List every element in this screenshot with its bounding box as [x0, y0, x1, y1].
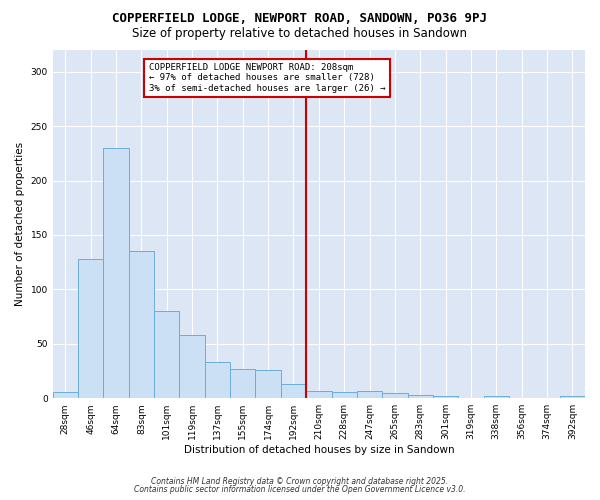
Text: Size of property relative to detached houses in Sandown: Size of property relative to detached ho…	[133, 28, 467, 40]
Y-axis label: Number of detached properties: Number of detached properties	[15, 142, 25, 306]
Bar	[433, 396, 458, 398]
Bar	[332, 392, 357, 398]
X-axis label: Distribution of detached houses by size in Sandown: Distribution of detached houses by size …	[184, 445, 454, 455]
Bar	[560, 396, 585, 398]
Bar	[357, 390, 382, 398]
Text: COPPERFIELD LODGE NEWPORT ROAD: 208sqm
← 97% of detached houses are smaller (728: COPPERFIELD LODGE NEWPORT ROAD: 208sqm ←…	[149, 63, 385, 93]
Bar	[281, 384, 306, 398]
Bar	[230, 369, 256, 398]
Bar	[382, 393, 407, 398]
Bar	[407, 395, 433, 398]
Bar	[129, 252, 154, 398]
Text: Contains public sector information licensed under the Open Government Licence v3: Contains public sector information licen…	[134, 485, 466, 494]
Bar	[306, 390, 332, 398]
Bar	[484, 396, 509, 398]
Text: COPPERFIELD LODGE, NEWPORT ROAD, SANDOWN, PO36 9PJ: COPPERFIELD LODGE, NEWPORT ROAD, SANDOWN…	[113, 12, 487, 26]
Bar	[154, 311, 179, 398]
Bar	[53, 392, 78, 398]
Bar	[103, 148, 129, 398]
Bar	[256, 370, 281, 398]
Bar	[78, 259, 103, 398]
Text: Contains HM Land Registry data © Crown copyright and database right 2025.: Contains HM Land Registry data © Crown c…	[151, 477, 449, 486]
Bar	[179, 335, 205, 398]
Bar	[205, 362, 230, 398]
